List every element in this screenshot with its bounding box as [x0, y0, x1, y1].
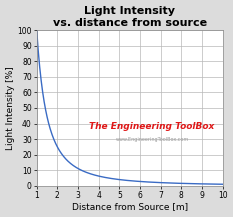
Text: The Engineering ToolBox: The Engineering ToolBox — [89, 122, 215, 131]
Title: Light Intensity
vs. distance from source: Light Intensity vs. distance from source — [53, 6, 207, 28]
Y-axis label: Light Intensity [%]: Light Intensity [%] — [6, 66, 14, 150]
Text: www.EngineeringToolBox.com: www.EngineeringToolBox.com — [115, 136, 188, 142]
X-axis label: Distance from Source [m]: Distance from Source [m] — [72, 202, 188, 211]
